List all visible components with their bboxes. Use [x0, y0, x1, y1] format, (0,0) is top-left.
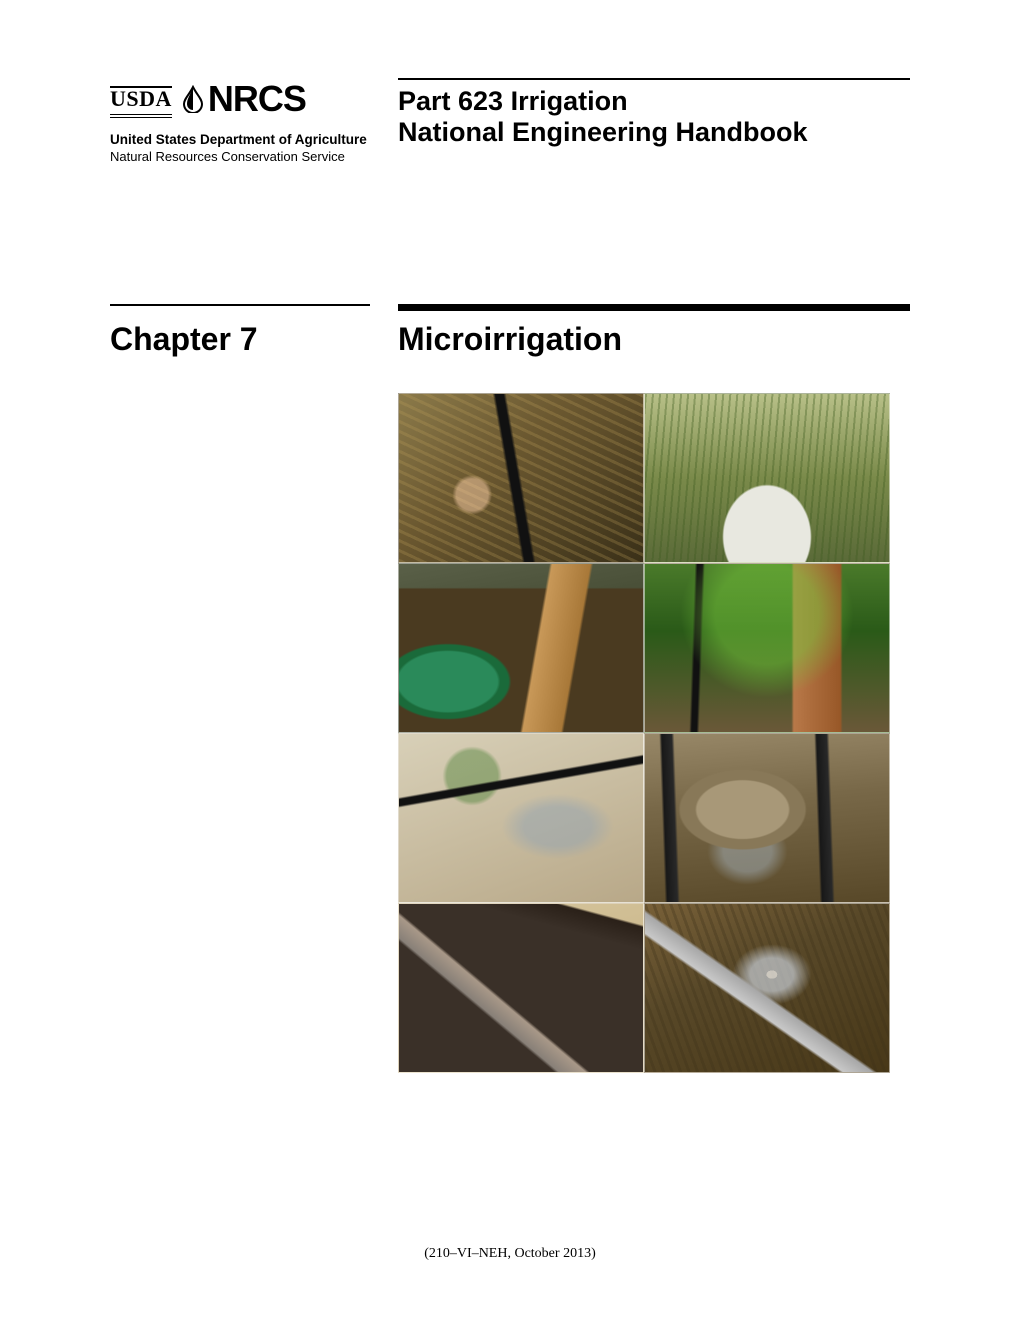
chapter-row: Chapter 7 Microirrigation — [110, 321, 910, 358]
grid-cell-2 — [644, 393, 890, 563]
nrcs-wordmark: NRCS — [208, 78, 306, 120]
header-row: USDA NRCS United States Department of Ag… — [110, 78, 910, 164]
chapter-rule-thick — [398, 304, 910, 311]
grid-cell-3 — [398, 563, 644, 733]
nrcs-logo: NRCS — [182, 78, 306, 120]
logo-row: USDA NRCS — [110, 78, 370, 120]
part-title-line2: National Engineering Handbook — [398, 117, 910, 148]
image-grid — [398, 393, 890, 1073]
footer: (210–VI–NEH, October 2013) — [0, 1246, 1020, 1262]
grid-cell-1 — [398, 393, 644, 563]
water-drop-icon — [182, 85, 204, 113]
grid-cell-8 — [644, 903, 890, 1073]
chapter-title: Microirrigation — [398, 321, 910, 358]
grid-cell-5 — [398, 733, 644, 903]
chapter-section: Chapter 7 Microirrigation — [110, 304, 910, 358]
part-title-line1: Part 623 Irrigation — [398, 86, 910, 117]
logo-block: USDA NRCS United States Department of Ag… — [110, 78, 370, 164]
title-top-rule — [398, 78, 910, 80]
title-block: Part 623 Irrigation National Engineering… — [398, 78, 910, 148]
grid-cell-4 — [644, 563, 890, 733]
chapter-label: Chapter 7 — [110, 321, 370, 358]
grid-cell-7 — [398, 903, 644, 1073]
chapter-rules — [110, 304, 910, 311]
chapter-rule-thin — [110, 304, 370, 311]
page: USDA NRCS United States Department of Ag… — [0, 0, 1020, 1322]
usda-logo: USDA — [110, 86, 172, 112]
service-line: Natural Resources Conservation Service — [110, 149, 370, 164]
department-line: United States Department of Agriculture — [110, 132, 370, 147]
grid-cell-6 — [644, 733, 890, 903]
